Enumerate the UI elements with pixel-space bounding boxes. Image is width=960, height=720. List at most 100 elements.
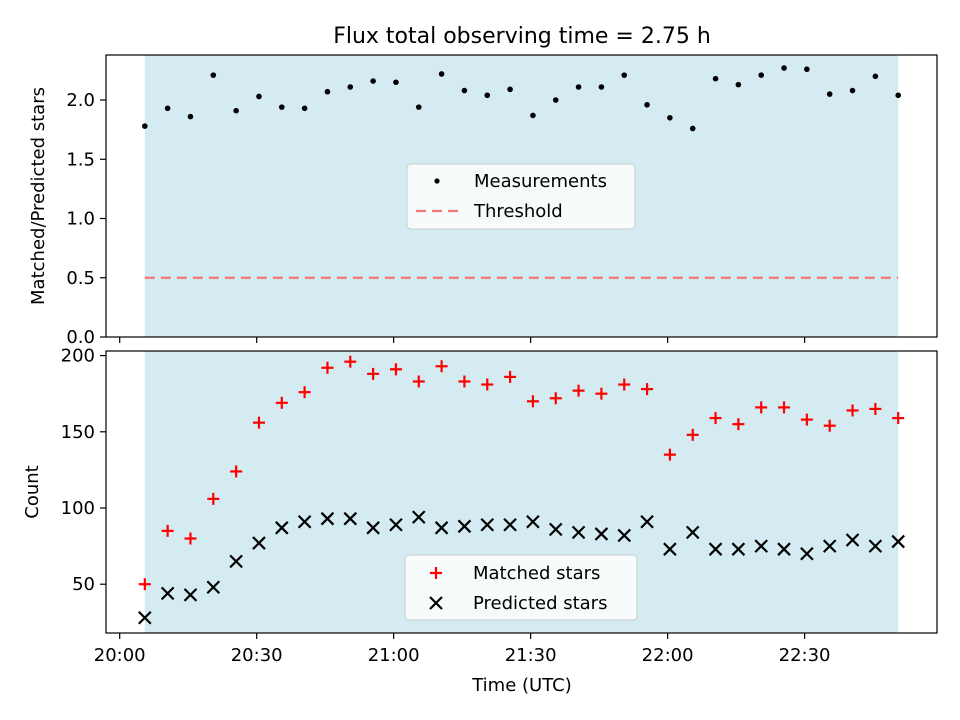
predicted-star-point [275,521,289,535]
matched-star-point [709,412,722,425]
predicted-star-point [366,521,380,535]
predicted-star-point [526,514,540,529]
predicted-star-point [183,588,198,602]
legend-matched-label: Matched stars [473,563,600,584]
matched-star-point [663,448,676,461]
y-tick-label: 0.5 [66,268,95,289]
predicted-star-point [160,586,175,601]
x-tick-label: 21:00 [368,645,420,666]
bottom-legend: Matched stars Predicted stars [404,554,638,621]
predicted-star-point [685,525,700,540]
matched-star-point [367,367,380,380]
legend-predicted-label: Predicted stars [473,593,607,614]
predicted-star-point [640,514,654,529]
predicted-star-point [617,528,632,543]
predicted-star-point [320,511,335,526]
top-legend: Measurements Threshold [406,163,636,230]
measurement-point [735,81,742,88]
matched-star-point [549,392,562,405]
measurement-point [256,93,262,100]
y-tick-label: 0.0 [66,327,95,348]
matched-star-point [138,578,151,591]
predicted-star-point [548,522,563,537]
predicted-star-point [138,610,152,625]
matched-star-point [252,416,265,429]
predicted-star-point [731,542,746,556]
legend-matched-marker [430,567,442,579]
x-tick-label: 20:00 [94,645,146,666]
measurement-point [667,114,673,121]
matched-star-point [686,428,699,441]
predicted-star-point [868,539,883,553]
top-x-ticks [119,337,806,343]
matched-star-point [344,355,357,368]
measurement-point [895,92,901,99]
matched-star-point [869,402,882,415]
y-tick-label: 1.0 [66,209,95,230]
matched-star-point [755,401,768,414]
predicted-star-point [503,517,517,532]
matched-star-point [618,378,631,391]
measurement-point [210,72,217,78]
legend-predicted-marker [429,596,443,610]
matched-star-point [823,419,836,432]
predicted-stars-points [138,510,905,625]
legend-threshold-label: Threshold [473,201,563,222]
top-panel: 0.00.51.01.52.0 Matched/Predicted stars … [28,54,938,348]
matched-star-point [892,412,905,425]
predicted-star-point [754,539,768,553]
matched-star-point [846,404,859,417]
measurement-point [689,125,696,132]
x-tick-label: 21:30 [505,645,557,666]
y-tick-label: 150 [61,422,95,443]
matched-star-point [800,413,813,426]
matched-star-point [526,395,539,408]
predicted-star-point [343,511,358,526]
matched-star-point [595,387,608,400]
top-plot-frame [105,54,938,338]
top-y-axis: 0.0 0.5 1.0 1.5 2.0 [66,90,106,348]
matched-star-point [458,375,471,388]
y-tick-label: 100 [61,498,95,519]
matched-star-point [207,492,220,505]
matched-star-point [389,363,402,376]
y-tick-label: 2.0 [66,90,95,111]
measurement-point [324,88,331,95]
measurement-point [507,86,513,93]
matched-star-point [275,396,288,409]
predicted-star-point [708,542,723,556]
matched-star-point [184,532,197,545]
bottom-y-axis: 50 100 150 200 [61,346,106,595]
predicted-star-point [822,539,837,553]
measurement-point [187,113,194,120]
y-tick-label: 50 [72,574,95,595]
x-tick-label: 20:30 [231,645,283,666]
legend-measurements-label: Measurements [474,171,607,192]
predicted-star-point [206,580,221,595]
predicted-star-point [663,542,677,556]
chart-title: Flux total observing time = 2.75 h [333,24,711,49]
predicted-star-point [845,533,860,547]
measurement-point [278,104,285,110]
legend-measurements-marker [434,178,440,184]
measurement-point [393,79,399,86]
measurement-point [849,87,856,94]
predicted-star-point [297,514,312,529]
measurement-point [575,84,582,90]
measurement-point [301,105,308,112]
measurement-point [347,84,354,90]
bottom-plot-frame [105,350,938,634]
matched-star-point [161,524,174,537]
measurement-point [872,73,879,80]
predicted-star-point [434,521,449,535]
matched-star-point [504,370,517,383]
matched-star-point [481,378,494,391]
matched-star-point [572,384,585,397]
predicted-star-point [480,517,495,532]
predicted-star-point [891,534,905,549]
measurement-point [438,71,445,77]
matched-star-point [230,465,243,478]
measurement-point [712,75,719,82]
matched-star-point [435,360,448,373]
